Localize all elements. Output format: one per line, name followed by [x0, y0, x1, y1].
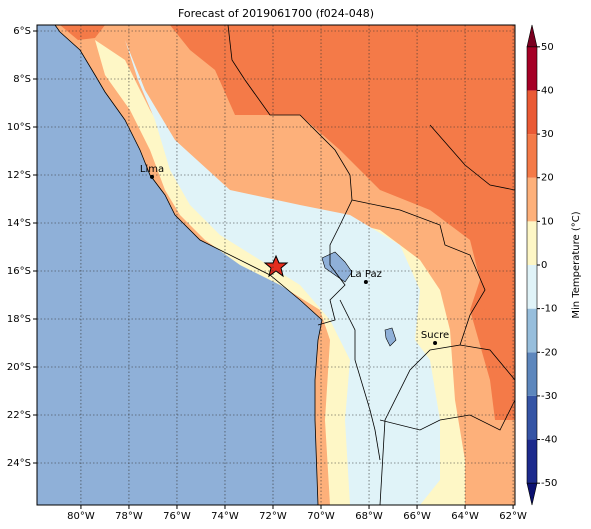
colorbar-segment: [527, 46, 537, 91]
warm-field: [170, 25, 515, 420]
x-tick-label: 80°W: [67, 511, 95, 522]
x-tick-label: 72°W: [259, 511, 287, 522]
colorbar-tick-label: -50: [541, 478, 557, 489]
colorbar-tick-label: -10: [541, 304, 557, 315]
colorbar-segment: [527, 90, 537, 135]
x-tick-label: 66°W: [403, 511, 431, 522]
x-tick-label: 76°W: [163, 511, 191, 522]
x-tick-label: 78°W: [115, 511, 143, 522]
y-tick-label: 20°S: [7, 362, 31, 373]
y-tick-label: 14°S: [7, 218, 31, 229]
country-border: [429, 124, 515, 191]
warm-field: [60, 25, 105, 40]
colorbar-extend-low: [526, 482, 538, 506]
city-label: Sucre: [421, 330, 449, 341]
map-title: Forecast of 2019061700 (f024-048): [178, 7, 374, 20]
colorbar-tick-label: 40: [541, 85, 554, 96]
map-overlay: Lima La Paz Sucre: [37, 25, 515, 505]
y-tick-label: 12°S: [7, 170, 31, 181]
colorbar-tick-label: 10: [541, 216, 554, 227]
colorbar-segment: [527, 134, 537, 178]
y-tick-label: 8°S: [13, 74, 31, 85]
colorbar-segment: [527, 395, 537, 440]
colorbar-segment: [527, 439, 537, 484]
x-tick-label: 70°W: [307, 511, 335, 522]
y-tick-label: 22°S: [7, 410, 31, 421]
colorbar-tick-label: 50: [541, 42, 554, 53]
city-marker: [363, 280, 368, 285]
city-label: La Paz: [350, 269, 382, 280]
x-tick-label: 62°W: [499, 511, 527, 522]
colorbar-tick-label: -20: [541, 347, 557, 358]
x-tick-label: 74°W: [211, 511, 239, 522]
country-border: [351, 199, 486, 505]
colorbar-segment: [527, 352, 537, 396]
colorbar-segment: [527, 177, 537, 222]
colorbar-tick-label: 20: [541, 173, 554, 184]
country-border: [339, 299, 381, 461]
country-border: [379, 399, 515, 431]
x-tick-label: 68°W: [355, 511, 383, 522]
colorbar-segment: [527, 265, 537, 309]
y-tick-label: 10°S: [7, 122, 31, 133]
y-tick-label: 24°S: [7, 458, 31, 469]
colorbar-tick-label: -40: [541, 435, 557, 446]
map-frame: [36, 24, 516, 506]
colorbar-label: Min Temperature (°C): [571, 211, 582, 318]
coastline: [54, 25, 323, 505]
city-label: Lima: [140, 164, 164, 175]
country-border: [227, 25, 353, 326]
colorbar-extend-high: [526, 24, 538, 48]
map-area: [37, 25, 515, 505]
y-tick-label: 18°S: [7, 314, 31, 325]
y-tick-label: 16°S: [7, 266, 31, 277]
colorbar-segment: [527, 221, 537, 265]
x-tick-label: 64°W: [451, 511, 479, 522]
country-border: [459, 344, 515, 381]
colorbar-segment: [527, 308, 537, 353]
colorbar-tick-label: 30: [541, 129, 554, 140]
colorbar-tick-label: 0: [541, 260, 547, 271]
y-tick-label: 6°S: [13, 26, 31, 37]
lake-poopo: [384, 327, 397, 347]
colorbar-tick-label: -30: [541, 391, 557, 402]
city-marker: [149, 174, 154, 179]
warm-field: [478, 308, 505, 350]
city-marker: [433, 341, 438, 345]
lake-titicaca: [321, 251, 353, 283]
